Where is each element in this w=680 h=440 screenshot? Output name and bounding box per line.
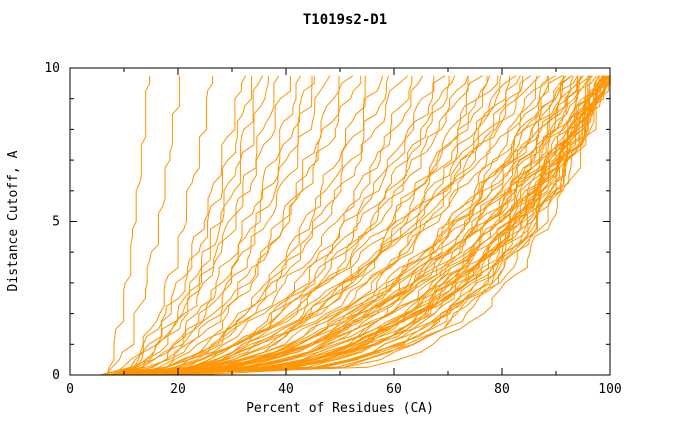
model-curve	[120, 75, 563, 376]
y-axis-label: Distance Cutoff, A	[6, 150, 21, 291]
model-curve	[112, 75, 331, 376]
model-curve	[131, 75, 611, 376]
model-curve	[127, 75, 611, 376]
model-curve	[113, 75, 549, 376]
model-curve	[111, 75, 499, 376]
model-curve	[138, 75, 469, 376]
model-curve	[123, 75, 582, 376]
model-curve	[137, 75, 584, 376]
model-curve	[131, 75, 524, 376]
x-tick-label: 100	[598, 382, 621, 397]
model-curve	[167, 75, 611, 376]
model-curve	[114, 75, 608, 376]
axes-layer: 0 20 40 60 80 100 0 5 10	[44, 61, 621, 397]
model-curve	[123, 75, 446, 376]
y-tick-label: 5	[52, 215, 60, 230]
model-curve	[143, 75, 531, 376]
model-curve	[129, 75, 340, 376]
model-curve	[132, 75, 610, 376]
model-curve	[105, 75, 180, 376]
model-curve	[126, 75, 604, 376]
model-curve	[125, 75, 491, 376]
model-curve	[135, 75, 579, 376]
model-curve	[157, 75, 606, 376]
model-curve	[116, 75, 456, 376]
model-curve	[159, 75, 556, 376]
x-axis-label: Percent of Residues (CA)	[246, 401, 434, 416]
model-curve	[122, 75, 590, 376]
x-tick-label: 60	[386, 382, 402, 397]
model-curve	[141, 75, 603, 376]
model-curve	[111, 75, 424, 376]
model-curve	[145, 75, 511, 376]
model-curve	[132, 75, 600, 376]
y-tick-label: 10	[44, 61, 60, 76]
model-curve	[106, 75, 151, 376]
x-tick-label: 40	[278, 382, 294, 397]
model-curve	[127, 75, 389, 376]
model-curve	[133, 75, 605, 376]
model-curve	[193, 75, 609, 376]
model-curve	[99, 75, 264, 376]
model-curve	[133, 75, 362, 376]
y-tick-label: 0	[52, 368, 60, 383]
model-curve	[135, 75, 501, 376]
model-curve	[129, 75, 450, 376]
model-curve	[122, 75, 291, 376]
chart-title: T1019s2-D1	[303, 12, 387, 28]
x-tick-label: 80	[494, 382, 510, 397]
model-curve	[133, 75, 413, 376]
model-curve	[124, 75, 611, 376]
model-curve	[115, 75, 567, 376]
model-curve	[112, 75, 469, 376]
model-curve	[125, 75, 573, 376]
model-curve	[113, 75, 366, 376]
model-curve	[113, 75, 302, 376]
x-tick-label: 20	[170, 382, 186, 397]
model-curve	[107, 75, 313, 376]
model-curve	[142, 75, 549, 376]
model-curve	[100, 75, 280, 376]
model-curve	[112, 75, 253, 376]
model-curve	[146, 75, 488, 376]
model-curve	[115, 75, 269, 376]
model-curve	[139, 75, 409, 376]
x-tick-label: 0	[66, 382, 74, 397]
model-curve	[180, 75, 604, 376]
curves-layer	[99, 75, 611, 376]
model-curve	[110, 75, 354, 376]
model-curve	[127, 75, 541, 376]
model-curve	[109, 75, 214, 376]
model-curve	[102, 75, 247, 376]
model-curve	[149, 75, 582, 376]
